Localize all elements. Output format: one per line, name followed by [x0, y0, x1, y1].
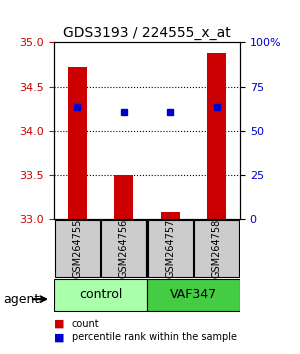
- Bar: [68, 67, 87, 219]
- Text: GSM264757: GSM264757: [165, 219, 175, 278]
- FancyBboxPatch shape: [148, 220, 193, 277]
- FancyBboxPatch shape: [147, 279, 240, 311]
- FancyBboxPatch shape: [101, 220, 146, 277]
- FancyBboxPatch shape: [54, 279, 147, 311]
- Bar: [208, 53, 226, 219]
- FancyBboxPatch shape: [55, 220, 100, 277]
- Text: ■: ■: [54, 332, 64, 342]
- FancyBboxPatch shape: [194, 220, 239, 277]
- Text: percentile rank within the sample: percentile rank within the sample: [72, 332, 237, 342]
- Bar: [161, 212, 179, 219]
- Text: GSM264756: GSM264756: [119, 219, 129, 278]
- Bar: [115, 175, 133, 219]
- Text: control: control: [79, 288, 122, 301]
- Text: count: count: [72, 319, 100, 329]
- Text: GSM264758: GSM264758: [212, 219, 222, 278]
- Title: GDS3193 / 224555_x_at: GDS3193 / 224555_x_at: [63, 26, 231, 40]
- Text: GSM264755: GSM264755: [72, 219, 82, 278]
- Text: agent: agent: [3, 293, 39, 306]
- Text: VAF347: VAF347: [170, 288, 217, 301]
- Text: ■: ■: [54, 319, 64, 329]
